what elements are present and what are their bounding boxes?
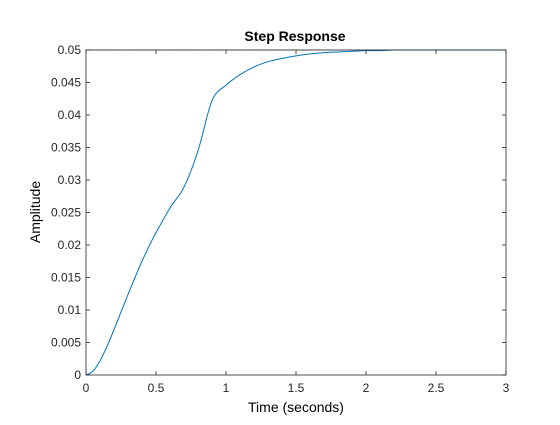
y-tick-label: 0.03 [58, 173, 82, 187]
x-axis-label: Time (seconds) [248, 399, 344, 415]
y-tick-label: 0.025 [51, 206, 81, 220]
y-tick-label: 0 [74, 368, 81, 382]
y-axis-label: Amplitude [27, 181, 43, 243]
chart-title: Step Response [244, 28, 345, 44]
y-tick-label: 0.01 [58, 303, 82, 317]
x-tick-label: 1.5 [288, 381, 305, 395]
x-tick-label: 0 [83, 381, 90, 395]
plot-area [86, 50, 506, 375]
step-response-line [85, 49, 506, 376]
series-group [85, 49, 506, 376]
y-tick-label: 0.05 [58, 43, 82, 57]
x-tick-label: 0.5 [148, 381, 165, 395]
y-tick-label: 0.04 [58, 108, 82, 122]
y-tick-label: 0.005 [51, 336, 81, 350]
y-axis-ticks: 0 0.005 0.01 0.015 0.02 0.025 0.03 0.035 0.04 0.0… [51, 43, 506, 382]
x-tick-label: 2.5 [428, 381, 445, 395]
x-tick-label: 3 [503, 381, 510, 395]
y-tick-label: 0.02 [58, 238, 82, 252]
x-tick-label: 2 [363, 381, 370, 395]
y-tick-label: 0.035 [51, 141, 81, 155]
x-axis-ticks: 0 0.5 1 1.5 2 2.5 3 [83, 50, 510, 395]
y-tick-label: 0.045 [51, 76, 81, 90]
x-tick-label: 1 [223, 381, 230, 395]
y-tick-label: 0.015 [51, 271, 81, 285]
